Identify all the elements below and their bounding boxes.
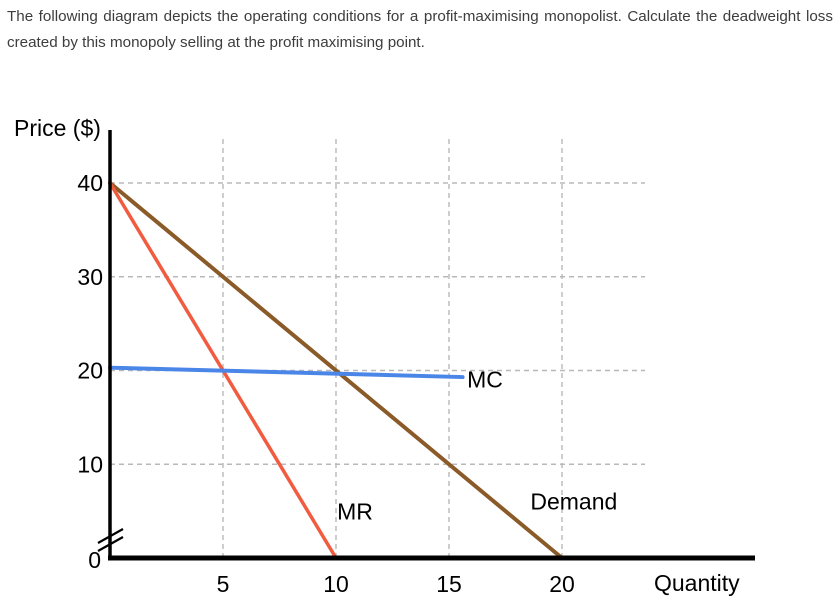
x-axis-title: Quantity xyxy=(654,570,740,596)
y-tick-label-20: 20 xyxy=(77,358,103,384)
mr-label: MR xyxy=(337,499,373,525)
x-tick-label-15: 15 xyxy=(436,571,462,597)
y-tick-label-30: 30 xyxy=(77,264,103,290)
x-tick-label-20: 20 xyxy=(549,571,575,597)
demand-label: Demand xyxy=(530,488,617,514)
x-tick-label-10: 10 xyxy=(323,571,349,597)
question-text: The following diagram depicts the operat… xyxy=(7,8,833,51)
mc-label: MC xyxy=(467,366,503,392)
y-tick-label-40: 40 xyxy=(77,170,103,196)
y-axis-break-mark xyxy=(97,528,124,544)
y-tick-label-0: 0 xyxy=(88,547,101,573)
mc-curve xyxy=(108,365,465,380)
y-axis-title: Price ($) xyxy=(14,115,101,141)
x-tick-label-5: 5 xyxy=(217,571,230,597)
y-axis-break-mark xyxy=(97,536,124,552)
demand-curve xyxy=(108,181,564,560)
y-tick-label-10: 10 xyxy=(77,451,103,477)
